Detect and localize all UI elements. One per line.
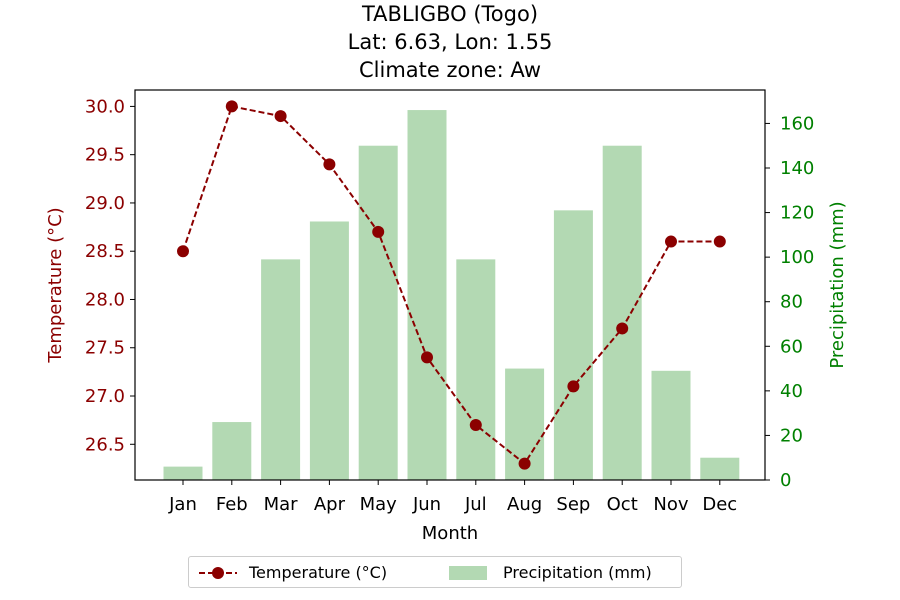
temp-tick-label: 26.5 (85, 434, 125, 455)
precip-tick-label: 60 (780, 336, 803, 357)
precip-tick-label: 40 (780, 381, 803, 402)
temperature-point-jul (469, 418, 482, 431)
x-tick-label-may: May (360, 494, 398, 515)
temp-tick-label: 29.0 (85, 193, 125, 214)
precip-tick-label: 100 (780, 247, 814, 268)
chart-legend: Temperature (°C) Precipitation (mm) (188, 556, 682, 588)
precip-tick-label: 120 (780, 203, 814, 224)
temperature-point-may (372, 225, 385, 238)
temperature-point-sep (567, 380, 580, 393)
precip-bar-nov (651, 370, 691, 480)
x-tick-label-mar: Mar (264, 494, 299, 515)
precip-bar-jun (407, 110, 447, 481)
legend-item-temperature: Temperature (°C) (197, 557, 387, 587)
chart-title-line-2: Lat: 6.63, Lon: 1.55 (347, 30, 553, 54)
temperature-point-mar (274, 110, 287, 123)
x-axis-label: Month (422, 523, 478, 544)
temp-tick-label: 28.5 (85, 241, 125, 262)
legend-temperature-marker (199, 567, 237, 579)
legend-precipitation-swatch (449, 566, 487, 580)
temperature-point-jun (421, 351, 433, 364)
chart-title: TABLIGBO (Togo) Lat: 6.63, Lon: 1.55 Cli… (0, 0, 900, 84)
temp-tick-label: 29.5 (85, 145, 125, 166)
temperature-point-oct (616, 322, 629, 335)
temperature-axis-label: Temperature (°C) (45, 207, 66, 363)
precip-bar-feb (212, 422, 252, 480)
x-tick-label-apr: Apr (314, 494, 346, 515)
chart-title-line-1: TABLIGBO (Togo) (361, 2, 539, 26)
legend-label-precipitation: Precipitation (mm) (503, 562, 652, 582)
precip-bar-mar (261, 259, 301, 480)
x-tick-label-feb: Feb (216, 494, 248, 515)
temperature-point-apr (323, 158, 336, 171)
temperature-line (182, 105, 720, 466)
precip-tick-label: 140 (780, 158, 814, 179)
legend-label-temperature: Temperature (°C) (249, 562, 388, 582)
temperature-point-aug (518, 457, 531, 470)
x-tick-label-jul: Jul (464, 494, 487, 515)
precip-tick-label: 20 (780, 425, 803, 446)
temperature-point-dec (713, 235, 726, 248)
precip-tick-label: 0 (780, 470, 791, 491)
precip-bar-sep (553, 210, 593, 481)
temperature-point-jan (177, 245, 189, 258)
plot-frame (134, 89, 766, 481)
precip-bar-jan (163, 466, 203, 480)
temp-tick-label: 27.5 (85, 338, 125, 359)
precip-bar-dec (700, 457, 740, 480)
x-tick-label-oct: Oct (607, 494, 638, 515)
precipitation-axis-label: Precipitation (mm) (827, 201, 848, 368)
precip-tick-label: 160 (780, 113, 814, 134)
temperature-point-feb (225, 100, 238, 113)
precip-bar-jul (456, 259, 496, 480)
precip-tick-label: 80 (780, 292, 803, 313)
x-tick-label-aug: Aug (507, 494, 542, 515)
x-tick-label-jun: Jun (412, 494, 441, 515)
x-tick-label-nov: Nov (653, 494, 688, 515)
x-tick-label-jan: Jan (168, 494, 197, 515)
precip-bar-oct (602, 145, 642, 480)
precip-bar-may (358, 145, 398, 480)
temp-tick-label: 28.0 (85, 289, 125, 310)
chart-title-line-3: Climate zone: Aw (358, 58, 542, 82)
precip-bar-apr (309, 221, 349, 480)
x-tick-label-dec: Dec (702, 494, 737, 515)
legend-item-precipitation: Precipitation (mm) (449, 557, 652, 587)
x-tick-label-sep: Sep (556, 494, 590, 515)
temp-tick-label: 30.0 (85, 96, 125, 117)
temp-tick-label: 27.0 (85, 386, 125, 407)
temperature-point-nov (665, 235, 677, 248)
